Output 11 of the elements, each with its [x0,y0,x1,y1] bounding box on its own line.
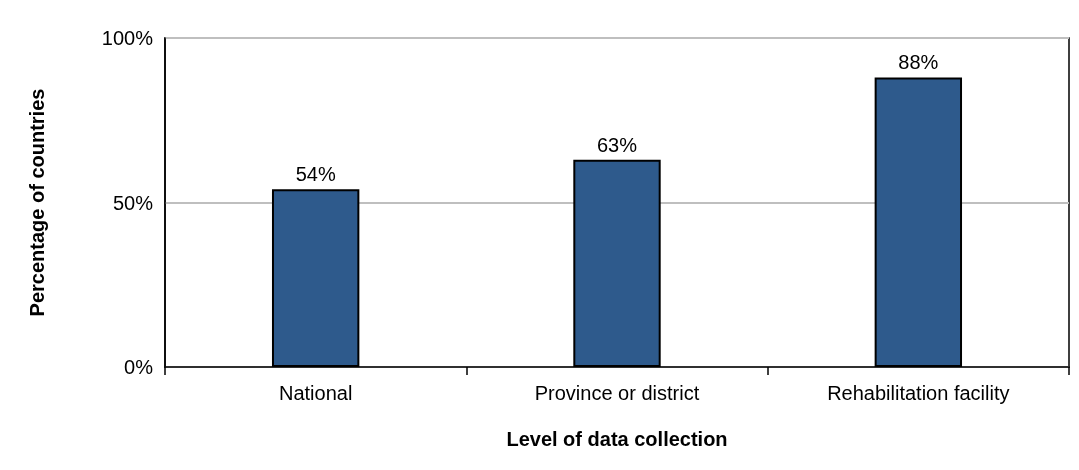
y-axis-title: Percentage of countries [26,88,48,317]
data-label: 54% [295,163,336,186]
x-tick-label: National [278,382,353,404]
y-tick-label: 100% [101,27,154,49]
data-label: 88% [898,51,939,74]
x-axis-title: Level of data collection [506,428,728,450]
x-tick-label: Rehabilitation facility [827,382,1010,404]
x-tick-label: Province or district [534,382,700,404]
data-label: 63% [596,133,638,156]
y-tick-label: 0% [124,356,154,378]
y-tick-label: 50% [112,191,154,214]
